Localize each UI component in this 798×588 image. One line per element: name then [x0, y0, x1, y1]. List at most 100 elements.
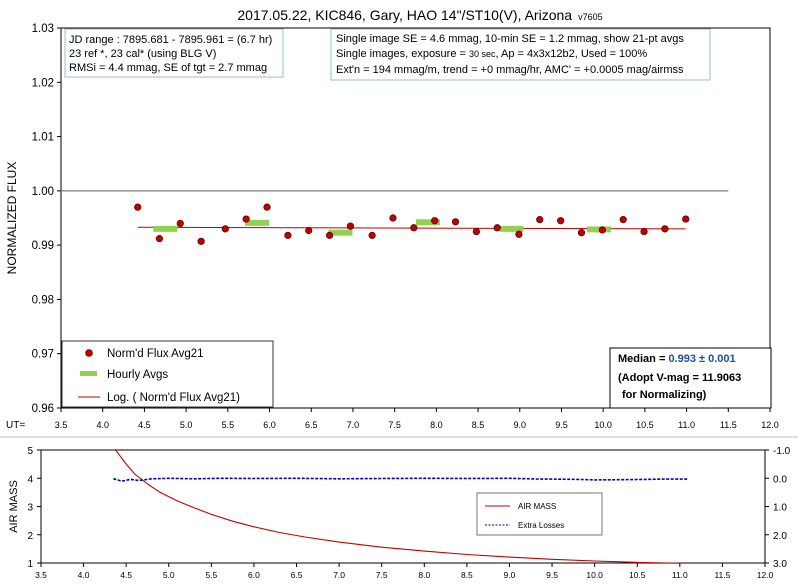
airmass-y-tick-label: 1	[27, 559, 33, 570]
losses-y-tick-label: 2.0	[773, 531, 787, 542]
flux-point	[134, 203, 142, 211]
airmass-x-tick-label: 7.5	[376, 570, 388, 580]
airmass-curve	[114, 450, 687, 563]
flux-point	[284, 231, 292, 239]
legend-label-losses: Extra Losses	[518, 521, 564, 530]
x-tick-label: 10.5	[636, 420, 654, 430]
flux-point	[155, 235, 164, 243]
flux-point	[536, 216, 544, 224]
airmass-x-tick-label: 4.0	[78, 570, 90, 580]
info-left-line3: RMSi = 4.4 mmag, SE of tgt = 2.7 mmag	[69, 62, 267, 74]
info-left-line2: 23 ref *, 23 cal* (using BLG V)	[69, 48, 216, 60]
legend-main: Norm'd Flux Avg21 Hourly Avgs Log. ( Nor…	[61, 340, 274, 408]
x-tick-label: 11.5	[720, 420, 737, 430]
info-right-line1: Single image SE = 4.6 mmag, 10-min SE = …	[336, 33, 684, 45]
flux-point	[197, 237, 205, 245]
median-box: Median = 0.993 ± 0.001 (Adopt V-mag = 11…	[609, 347, 772, 409]
airmass-x-tick-label: 11.5	[714, 570, 730, 580]
legend-label-hourly: Hourly Avgs	[107, 369, 168, 381]
hourly-avg-bar	[416, 219, 441, 226]
flux-point	[493, 224, 501, 232]
flux-point	[472, 227, 480, 236]
airmass-y-tick-label: 4	[27, 474, 33, 485]
y-tick-label: 0.97	[32, 349, 54, 361]
flux-point	[661, 225, 669, 233]
flux-point	[431, 217, 439, 225]
airmass-x-tick-label: 9.5	[546, 570, 558, 580]
airmass-x-tick-label: 7.0	[333, 570, 345, 580]
flux-point	[176, 219, 184, 228]
airmass-x-tick-label: 12.0	[757, 570, 774, 580]
airmass-frame	[40, 449, 766, 564]
hourly-avg-bar	[153, 225, 178, 232]
airmass-x-tick-label: 6.5	[291, 570, 303, 580]
flux-point	[242, 215, 250, 223]
airmass-y-tick-label: 3	[27, 503, 33, 514]
x-tick-label: 8.0	[430, 420, 443, 430]
y-tick-label: 1.01	[32, 132, 54, 144]
x-tick-label: 6.0	[263, 420, 276, 430]
flux-point	[598, 226, 606, 234]
flux-point	[410, 224, 418, 232]
x-tick-label: 3.5	[55, 420, 68, 430]
airmass-x-tick-label: 6.0	[248, 570, 260, 580]
y-axis-label: NORMALIZED FLUX	[5, 162, 19, 275]
flux-point	[515, 230, 523, 238]
x-tick-label: 7.5	[388, 420, 401, 430]
losses-y-tick-label: -1.0	[773, 446, 791, 457]
flux-point	[305, 226, 313, 235]
flux-point	[389, 214, 397, 222]
info-box-left: JD range : 7895.681 - 7895.961 = (6.7 hr…	[64, 28, 284, 78]
y-tick-label: 1.03	[32, 23, 54, 35]
airmass-x-tick-label: 10.5	[629, 570, 646, 580]
median-line2: (Adopt V-mag = 11.9063	[618, 372, 741, 384]
x-tick-label: 5.0	[180, 420, 193, 430]
flux-point	[221, 225, 229, 233]
airmass-x-tick-label: 4.5	[120, 570, 132, 580]
info-right-line3: Ext'n = 194 mmag/m, trend = +0 mmag/hr, …	[336, 64, 684, 76]
flux-point	[451, 218, 460, 226]
info-box-right: Single image SE = 4.6 mmag, 10-min SE = …	[330, 28, 711, 81]
airmass-x-tick-label: 5.0	[163, 570, 175, 580]
airmass-x-tick-label: 11.0	[672, 570, 688, 580]
y-tick-label: 0.96	[32, 403, 54, 415]
flux-point	[619, 216, 627, 224]
x-tick-label: 5.5	[222, 420, 235, 430]
losses-y-tick-label: 1.0	[773, 503, 787, 514]
airmass-series-group	[113, 450, 689, 563]
legend-bottom: AIR MASS Extra Losses	[476, 492, 603, 536]
x-tick-label: 7.0	[347, 420, 360, 430]
x-tick-label: 11.0	[678, 420, 695, 430]
airmass-plot: 1 2 3 4 5 -1.0 0.0 1.0 2.0 3.0 3.5 4.0 4.5 5.0 5.5 6.0 6…	[0, 436, 798, 580]
x-tick-label: 4.0	[96, 420, 109, 430]
y-tick-label: 0.99	[32, 240, 54, 252]
losses-y-tick-label: 0.0	[773, 474, 787, 485]
x-tick-label: 10.0	[594, 420, 612, 430]
hourly-avg-bar	[245, 219, 270, 226]
median-line3: for Normalizing)	[622, 389, 707, 401]
airmass-x-tick-label: 3.5	[35, 570, 47, 580]
losses-y-tick-label: 3.0	[773, 559, 787, 570]
airmass-x-tick-label: 5.5	[205, 570, 217, 580]
x-tick-label: 8.5	[472, 420, 485, 430]
x-tick-label: 9.0	[514, 420, 527, 430]
airmass-y-tick-label: 5	[27, 446, 33, 457]
airmass-x-tick-label: 8.5	[461, 570, 473, 580]
y-tick-label: 1.02	[32, 77, 54, 89]
legend-label-airmass: AIR MASS	[518, 502, 556, 511]
x-tick-label: 4.5	[138, 420, 151, 430]
flux-point	[368, 231, 376, 239]
legend-swatch-hourly	[80, 371, 97, 376]
chart-title: 2017.05.22, KIC846, Gary, HAO 14"/ST10(V…	[237, 7, 602, 23]
flux-point	[682, 215, 690, 223]
x-tick-label: 6.5	[305, 420, 318, 430]
x-tick-label: 12.0	[761, 420, 779, 430]
flux-point	[557, 217, 565, 225]
hourly-avg-bar	[499, 225, 524, 232]
info-left-line1: JD range : 7895.681 - 7895.961 = (6.7 hr…	[69, 34, 272, 46]
legend-label-points: Norm'd Flux Avg21	[107, 348, 204, 360]
x-tick-label: 9.5	[555, 420, 568, 430]
info-right-line2: Single images, exposure = 30 sec, Ap = 4…	[336, 48, 647, 60]
airmass-x-tick-label: 9.0	[504, 570, 516, 580]
